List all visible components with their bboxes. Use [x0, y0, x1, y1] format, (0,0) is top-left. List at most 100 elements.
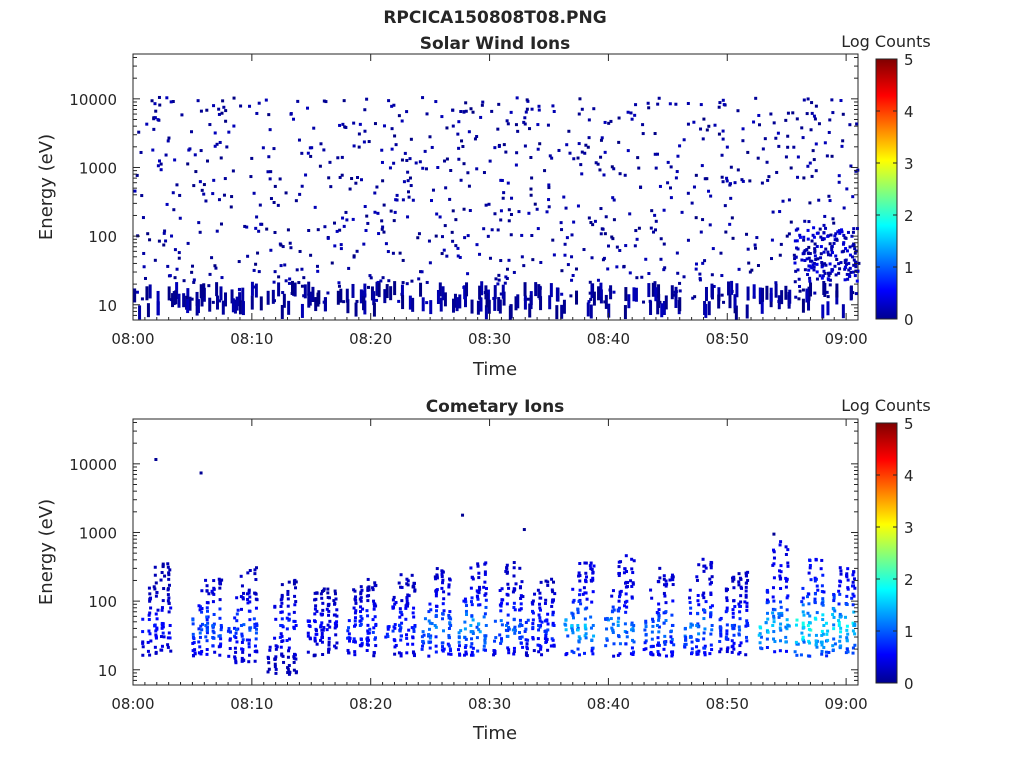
heatmap-cell [141, 653, 145, 657]
heatmap-cell [246, 601, 250, 605]
heatmap-cell [405, 599, 409, 603]
heatmap-cell [736, 109, 740, 113]
heatmap-cell [828, 271, 832, 275]
heatmap-cell [813, 600, 817, 604]
heatmap-cell [170, 234, 174, 238]
heatmap-cell [484, 598, 488, 602]
heatmap-cell [577, 635, 581, 639]
heatmap-cell [458, 644, 462, 648]
heatmap-cell [274, 655, 278, 659]
heatmap-cell [835, 238, 839, 242]
heatmap-cell [205, 589, 209, 593]
heatmap-cell [599, 155, 603, 159]
heatmap-cell [418, 160, 422, 164]
heatmap-cell [267, 656, 271, 660]
heatmap-cell [634, 229, 638, 233]
heatmap-cell [630, 646, 634, 650]
heatmap-cell [505, 276, 509, 280]
heatmap-cell [352, 254, 356, 258]
heatmap-cell [617, 565, 621, 569]
heatmap-cell [442, 248, 446, 252]
heatmap-cell [168, 274, 172, 278]
heatmap-cell [589, 626, 593, 630]
heatmap-cell [814, 558, 818, 562]
heatmap-cell [777, 615, 781, 619]
heatmap-cell [448, 649, 452, 653]
heatmap-cell [200, 589, 204, 593]
heatmap-cell [624, 244, 628, 248]
heatmap-cell [617, 635, 621, 639]
heatmap-cell [809, 282, 813, 297]
heatmap-cell [381, 225, 385, 229]
heatmap-cell [276, 203, 280, 207]
heatmap-cell [702, 569, 706, 573]
heatmap-cell [841, 139, 845, 143]
heatmap-cell [435, 589, 439, 593]
x-tick-label: 08:50 [706, 695, 749, 713]
heatmap-cell [702, 631, 706, 635]
heatmap-cell [399, 610, 403, 614]
heatmap-cell [392, 219, 396, 223]
heatmap-cell [718, 639, 722, 643]
heatmap-cell [629, 111, 633, 115]
heatmap-cell [821, 274, 825, 278]
heatmap-cell [194, 170, 198, 174]
heatmap-cell [499, 292, 503, 296]
heatmap-cell [239, 623, 243, 627]
heatmap-cell [281, 291, 285, 295]
heatmap-cell [410, 279, 414, 283]
heatmap-cell [724, 637, 728, 641]
plot-area [132, 53, 859, 321]
heatmap-cell [217, 634, 221, 638]
heatmap-cell [771, 623, 775, 627]
heatmap-cell [520, 255, 524, 259]
heatmap-cell [381, 276, 385, 280]
heatmap-cell [625, 570, 629, 574]
heatmap-cell [851, 580, 855, 584]
heatmap-cell [366, 588, 370, 592]
heatmap-cell [815, 231, 819, 235]
heatmap-cell [354, 302, 358, 317]
heatmap-cell [697, 632, 701, 636]
heatmap-cell [609, 285, 613, 300]
heatmap-cell [538, 608, 542, 612]
heatmap-cell [651, 282, 655, 297]
heatmap-cell [500, 601, 504, 605]
heatmap-cell [233, 656, 237, 660]
heatmap-cell [724, 230, 728, 234]
heatmap-cell [463, 285, 467, 300]
heatmap-cell [135, 173, 139, 177]
heatmap-cell [274, 617, 278, 621]
heatmap-cell [298, 249, 302, 253]
heatmap-cell [591, 623, 595, 627]
heatmap-cell [241, 287, 245, 302]
heatmap-cell [167, 631, 171, 635]
heatmap-cell [205, 618, 209, 622]
heatmap-cell [519, 594, 523, 598]
heatmap-cell [512, 601, 516, 605]
heatmap-cell [423, 149, 427, 153]
heatmap-cell [483, 572, 487, 576]
heatmap-cell [718, 650, 722, 654]
heatmap-cell [589, 567, 593, 571]
heatmap-cell [448, 577, 452, 581]
heatmap-cell [224, 109, 228, 113]
heatmap-cell [702, 591, 706, 595]
heatmap-cell [630, 584, 634, 588]
heatmap-cell [287, 580, 291, 584]
heatmap-cell [562, 299, 566, 314]
heatmap-cell [392, 103, 396, 107]
heatmap-cell [778, 613, 782, 617]
heatmap-cell [538, 625, 542, 629]
heatmap-cell [280, 601, 284, 605]
heatmap-cell [802, 98, 806, 102]
colorbar-tick-label: 2 [904, 207, 914, 225]
heatmap-cell [772, 548, 776, 552]
heatmap-cell [584, 571, 588, 575]
heatmap-cell [287, 300, 291, 315]
heatmap-cell [323, 297, 327, 312]
heatmap-cell [756, 264, 760, 268]
heatmap-cell [226, 629, 230, 633]
heatmap-cell [587, 136, 591, 140]
heatmap-cell [793, 239, 797, 243]
